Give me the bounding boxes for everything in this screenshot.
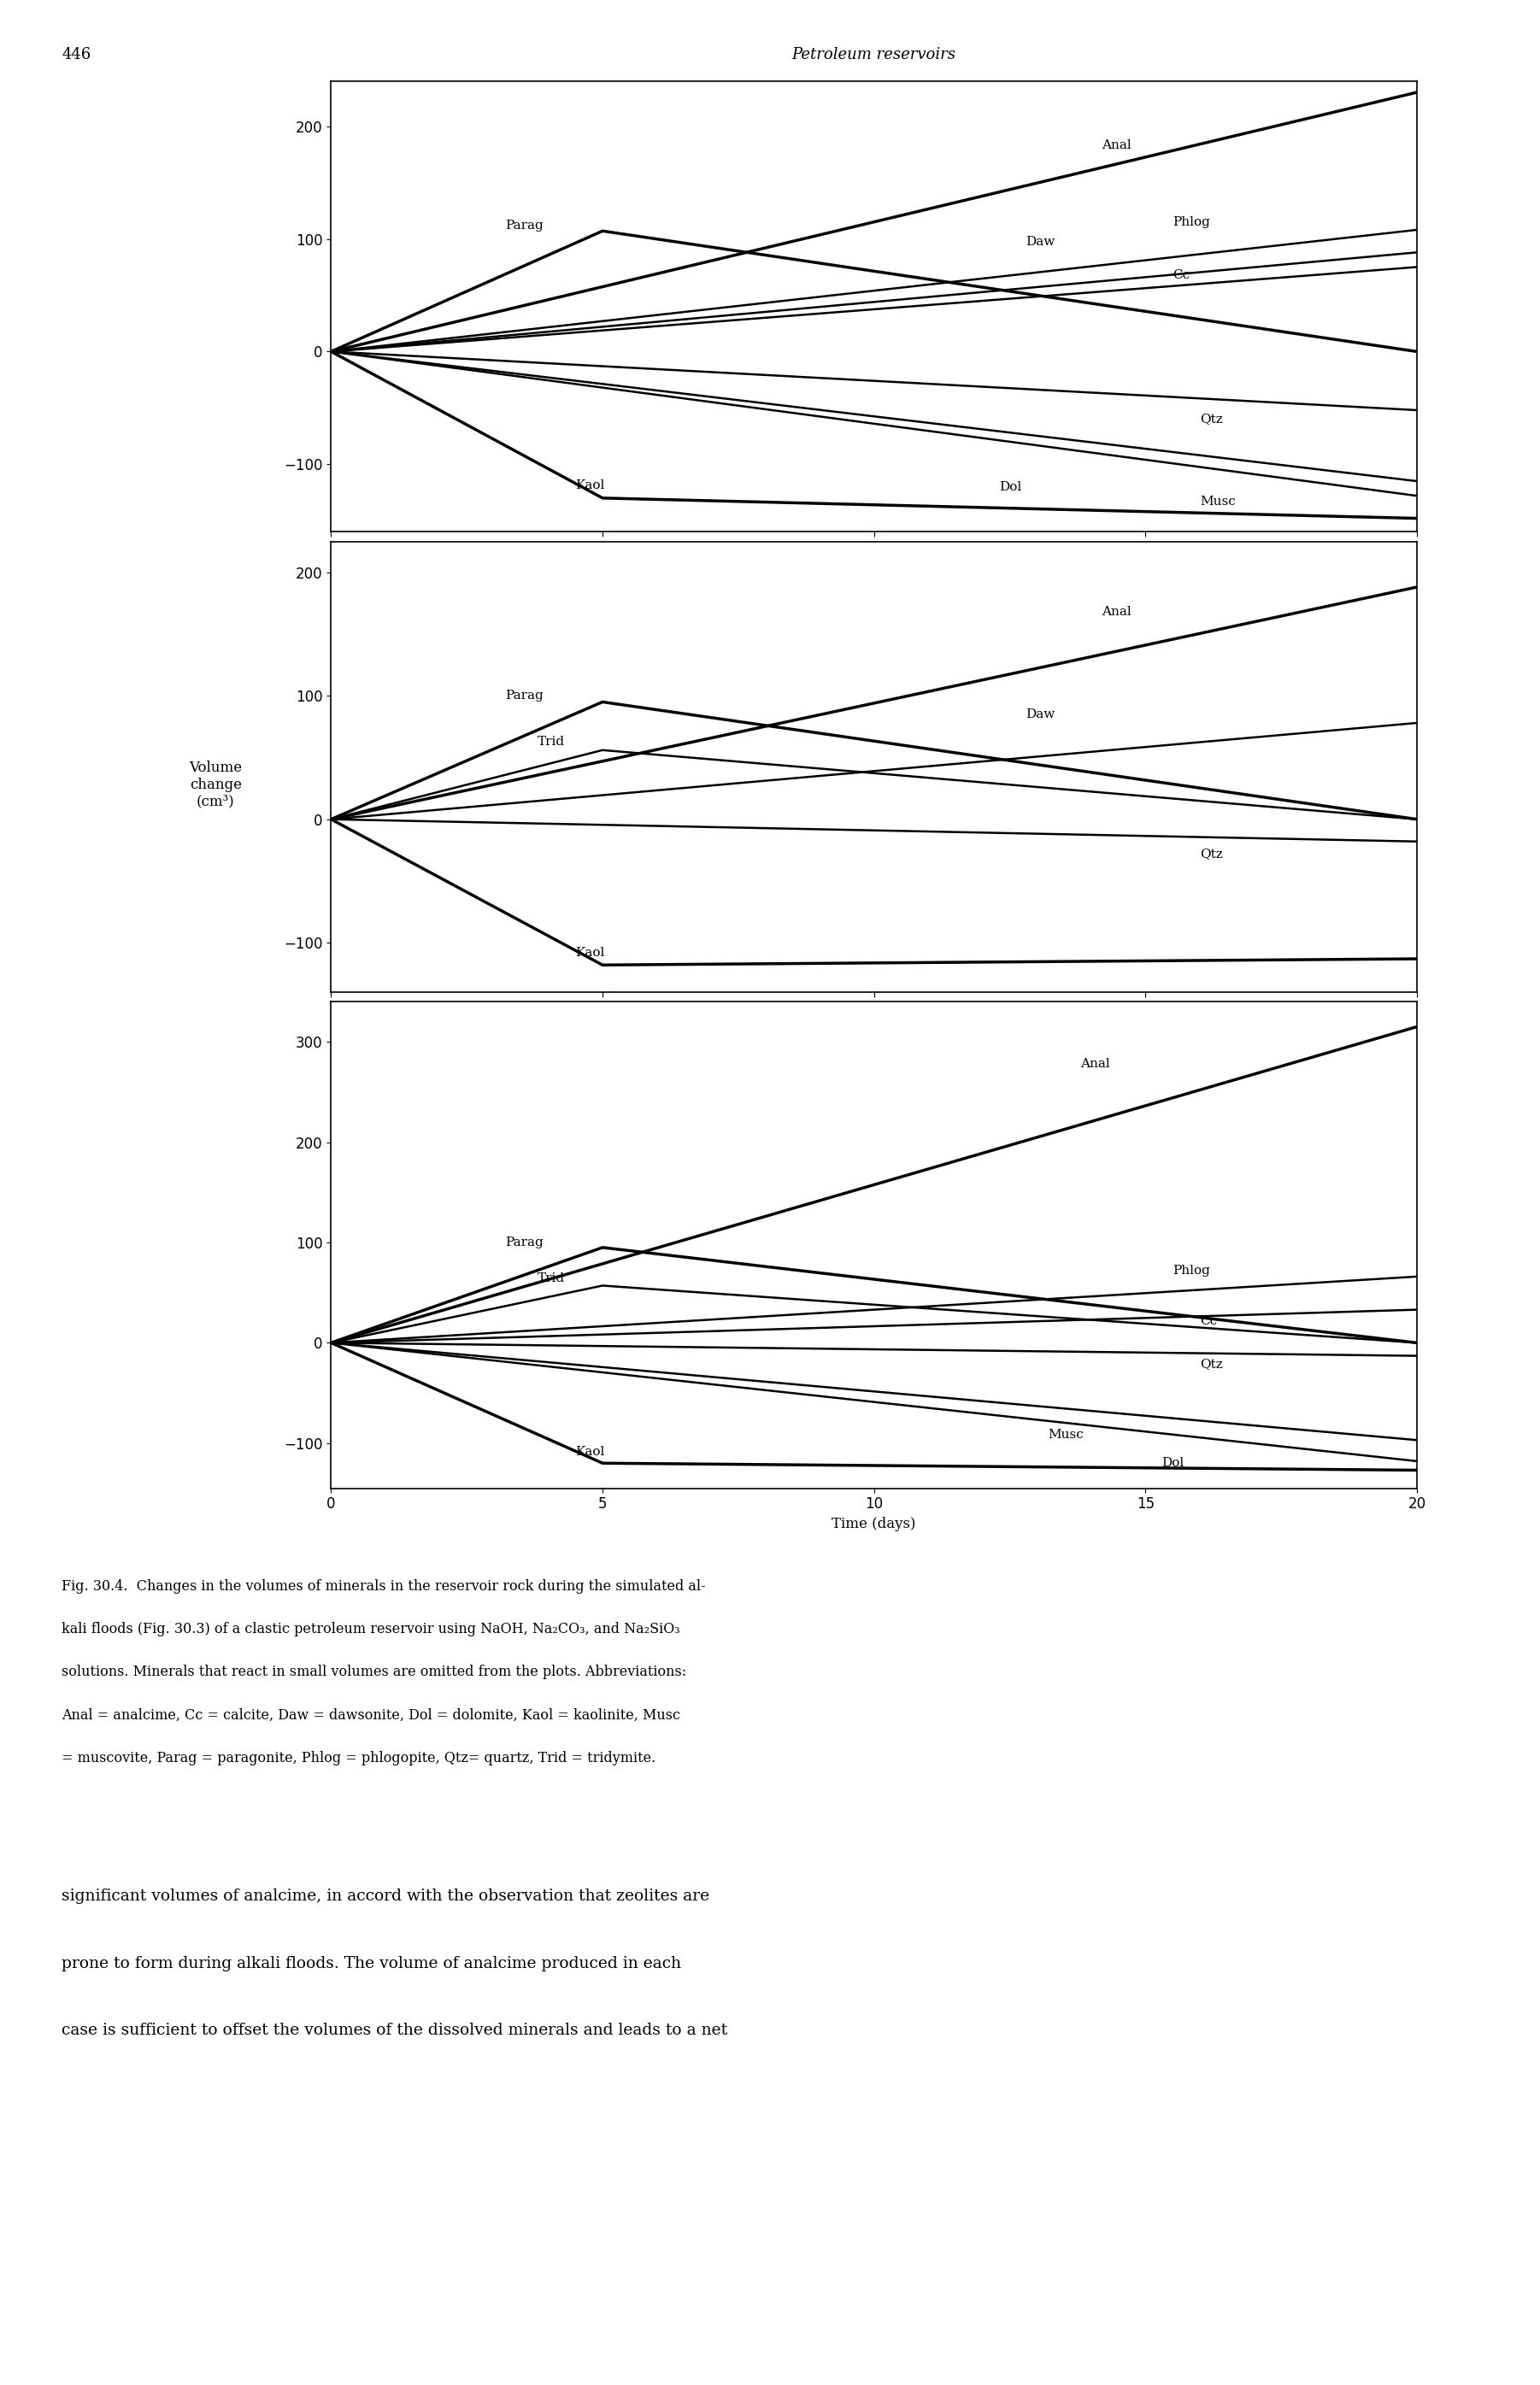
Text: Kaol: Kaol bbox=[576, 947, 605, 959]
Text: Qtz: Qtz bbox=[1200, 413, 1223, 425]
Text: Qtz: Qtz bbox=[1200, 847, 1223, 861]
Text: Phlog: Phlog bbox=[1172, 217, 1210, 229]
Text: = muscovite, Parag = paragonite, Phlog = phlogopite, Qtz= quartz, Trid = tridymi: = muscovite, Parag = paragonite, Phlog =… bbox=[62, 1751, 656, 1765]
Text: Trid: Trid bbox=[537, 735, 565, 747]
Text: Phlog: Phlog bbox=[1172, 1264, 1210, 1276]
Text: solutions. Minerals that react in small volumes are omitted from the plots. Abbr: solutions. Minerals that react in small … bbox=[62, 1665, 687, 1679]
Text: Dol: Dol bbox=[1161, 1457, 1184, 1469]
Text: Anal: Anal bbox=[1103, 138, 1132, 150]
Text: Kaol: Kaol bbox=[576, 1445, 605, 1457]
Text: prone to form during alkali floods. The volume of analcime produced in each: prone to form during alkali floods. The … bbox=[62, 1956, 681, 1970]
Text: Cc: Cc bbox=[1172, 270, 1190, 281]
Text: Cc: Cc bbox=[1200, 1314, 1217, 1326]
Text: Petroleum reservoirs: Petroleum reservoirs bbox=[792, 48, 956, 62]
Text: Anal: Anal bbox=[1103, 606, 1132, 618]
Text: significant volumes of analcime, in accord with the observation that zeolites ar: significant volumes of analcime, in acco… bbox=[62, 1889, 710, 1903]
Text: kali floods (Fig. 30.3) of a clastic petroleum reservoir using NaOH, Na₂CO₃, and: kali floods (Fig. 30.3) of a clastic pet… bbox=[62, 1622, 681, 1636]
Text: Dol: Dol bbox=[999, 482, 1021, 494]
Text: case is sufficient to offset the volumes of the dissolved minerals and leads to : case is sufficient to offset the volumes… bbox=[62, 2022, 727, 2037]
Text: Anal = analcime, Cc = calcite, Daw = dawsonite, Dol = dolomite, Kaol = kaolinite: Anal = analcime, Cc = calcite, Daw = daw… bbox=[62, 1708, 681, 1722]
Text: Parag: Parag bbox=[505, 689, 544, 701]
Text: Qtz: Qtz bbox=[1200, 1357, 1223, 1369]
Text: Parag: Parag bbox=[505, 1235, 544, 1247]
Text: Musc: Musc bbox=[1047, 1429, 1083, 1441]
Text: Kaol: Kaol bbox=[576, 479, 605, 491]
Text: Fig. 30.4.  Changes in the volumes of minerals in the reservoir rock during the : Fig. 30.4. Changes in the volumes of min… bbox=[62, 1579, 705, 1593]
Text: Musc: Musc bbox=[1200, 496, 1235, 508]
Text: Daw: Daw bbox=[1026, 708, 1055, 720]
Text: Trid: Trid bbox=[537, 1274, 565, 1286]
Text: 446: 446 bbox=[62, 48, 91, 62]
Text: Volume
change
(cm³): Volume change (cm³) bbox=[189, 761, 242, 809]
Text: Anal: Anal bbox=[1080, 1059, 1110, 1071]
Text: Daw: Daw bbox=[1026, 236, 1055, 248]
Text: Parag: Parag bbox=[505, 219, 544, 231]
X-axis label: Time (days): Time (days) bbox=[832, 1517, 916, 1531]
